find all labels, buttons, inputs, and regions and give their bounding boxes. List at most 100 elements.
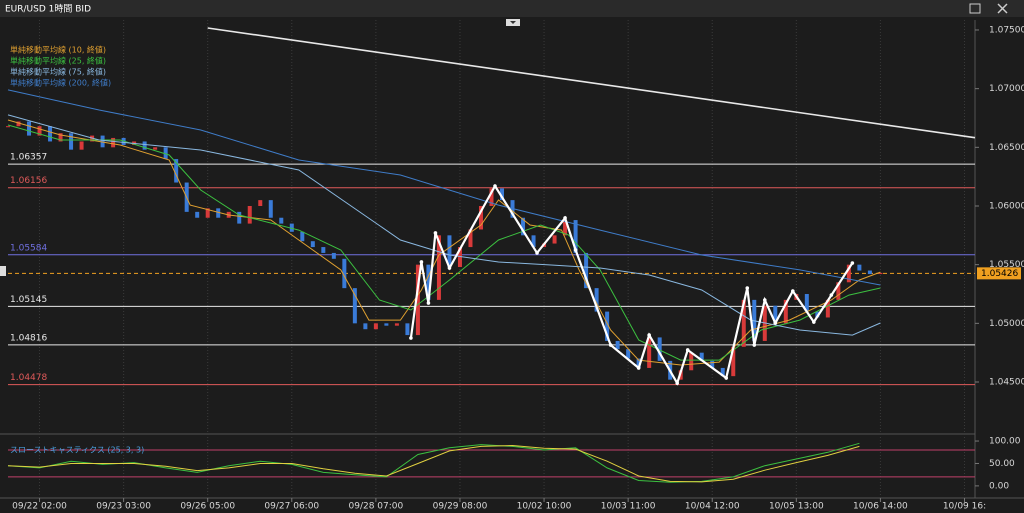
level-label: 1.04816 [10, 333, 47, 343]
candle [289, 223, 294, 232]
zigzag-point [647, 333, 651, 337]
candle [405, 323, 410, 336]
candle [626, 349, 631, 359]
candle [846, 264, 851, 283]
candle [867, 270, 872, 275]
candle [531, 235, 536, 248]
level-label: 1.05584 [10, 243, 47, 253]
indicator-title: スローストキャスティクス (25, 3, 3) [10, 446, 144, 455]
x-tick-label: 09/28 07:00 [349, 502, 404, 512]
legend-entry: 単純移動平均線 (25, 終値) [10, 56, 106, 66]
y-tick-label: 0.00 [989, 481, 1009, 491]
x-tick-label: 09/29 08:00 [433, 502, 488, 512]
zigzag-point [752, 343, 757, 347]
candle [247, 205, 252, 224]
candle [279, 217, 284, 224]
candle [804, 294, 809, 312]
zigzag-point [791, 289, 795, 293]
y-tick-label: 100.00 [989, 437, 1021, 447]
moving-average [7, 114, 881, 336]
y-tick-label: 1.06500 [989, 143, 1024, 153]
zigzag-point [675, 381, 679, 385]
x-tick-label: 10/02 10:00 [517, 502, 572, 512]
candle [857, 264, 862, 271]
candle [384, 323, 389, 326]
trendline [207, 27, 976, 139]
zigzag-point [812, 320, 816, 324]
candle [647, 337, 652, 368]
candle [720, 367, 725, 377]
zigzag-point [419, 260, 424, 264]
x-tick-label: 09/27 06:00 [264, 502, 319, 512]
candle [741, 299, 746, 347]
candle [710, 360, 715, 368]
y-tick-label: 1.07500 [989, 25, 1024, 35]
candle [163, 147, 168, 160]
candle [783, 299, 788, 324]
y-tick-label: 50.00 [989, 459, 1015, 469]
candle [258, 200, 263, 206]
close-button[interactable] [997, 3, 1008, 14]
candle [48, 126, 53, 142]
candle [142, 141, 147, 150]
candle [363, 323, 368, 330]
zigzag-point [762, 298, 767, 302]
candle [342, 258, 347, 289]
candle [573, 220, 578, 253]
moving-average [7, 124, 881, 361]
candle [100, 135, 105, 148]
candle [153, 147, 158, 150]
zigzag-point [608, 343, 613, 347]
y-tick-label: 1.07000 [989, 84, 1024, 94]
legend-entry: 単純移動平均線 (10, 終値) [10, 45, 106, 55]
x-tick-label: 10/09 16: [943, 502, 986, 512]
candle [205, 208, 210, 218]
zigzag-point [573, 248, 578, 252]
candle [584, 252, 589, 289]
candle [216, 208, 221, 218]
candle [111, 137, 116, 148]
candle [478, 205, 483, 230]
level-label: 1.06156 [10, 176, 47, 186]
candle [195, 211, 200, 218]
candle [27, 121, 32, 136]
candle [605, 311, 610, 341]
current-price-box [977, 267, 1021, 280]
zigzag-point [447, 266, 452, 270]
x-tick-label: 09/26 05:00 [180, 502, 235, 512]
x-tick-label: 10/05 13:00 [769, 502, 824, 512]
candle [321, 247, 326, 253]
moving-average [7, 89, 881, 286]
candle [310, 241, 315, 248]
candle [16, 121, 21, 127]
side-tab[interactable] [0, 266, 6, 276]
candle [689, 352, 694, 371]
window-title: EUR/USD 1時間 BID [5, 4, 91, 15]
candle [69, 133, 74, 150]
zigzag-point [685, 348, 690, 352]
candle [500, 188, 505, 201]
candle [352, 288, 357, 324]
candle [436, 235, 441, 300]
x-tick-label: 09/22 02:00 [12, 502, 67, 512]
maximize-button[interactable] [969, 3, 981, 14]
candle [37, 126, 42, 136]
legend-entry: 単純移動平均線 (75, 終値) [10, 67, 106, 77]
candle [6, 126, 10, 128]
candle [731, 346, 736, 377]
zigzag-point [850, 261, 855, 265]
x-tick-label: 10/04 12:00 [685, 502, 740, 512]
candle [447, 235, 452, 268]
candle [468, 229, 473, 248]
candle [174, 159, 179, 183]
title-bar [0, 0, 1024, 17]
candle [268, 200, 273, 218]
candle [636, 358, 641, 368]
candle [79, 141, 84, 150]
x-tick-label: 10/06 14:00 [853, 502, 908, 512]
zigzag-point [433, 231, 438, 235]
candle [331, 252, 336, 259]
